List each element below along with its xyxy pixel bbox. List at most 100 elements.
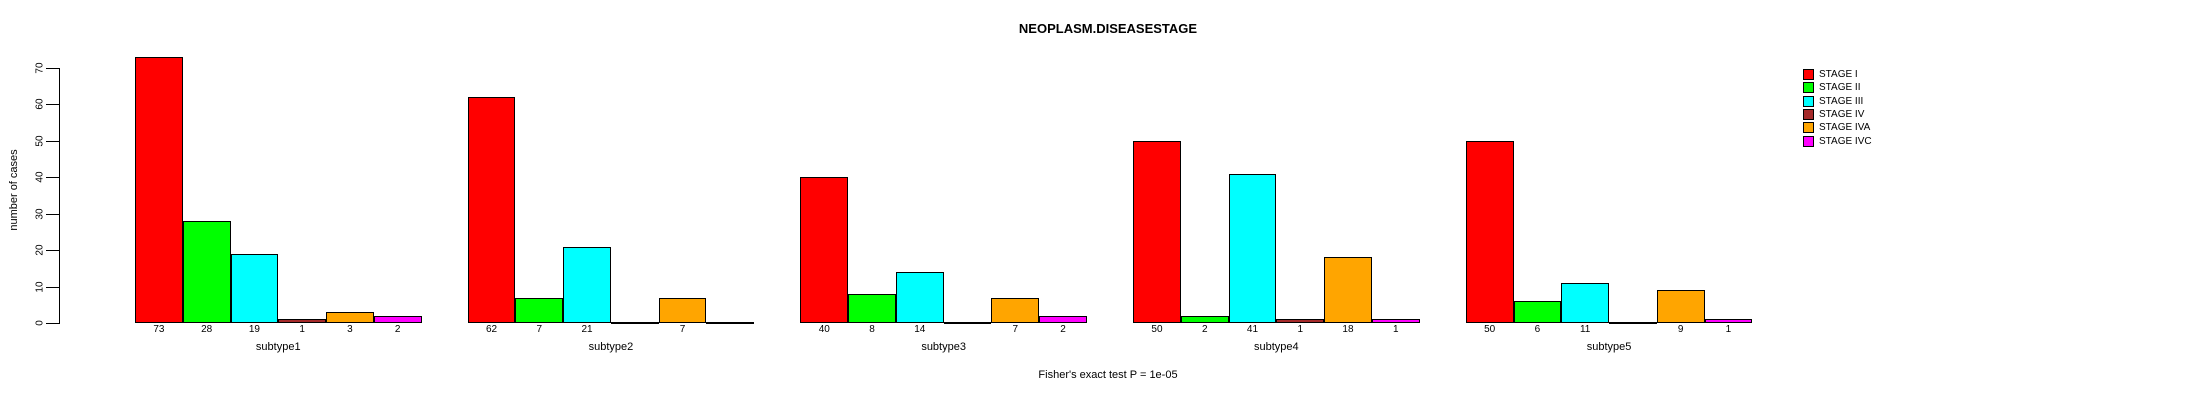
y-tick-label: 20	[34, 244, 46, 256]
bar-subtype2-stage-ivc-zero	[706, 322, 755, 324]
bar-subtype3-stage-iii	[895, 272, 944, 323]
y-tick	[46, 68, 59, 69]
legend-swatch	[1803, 122, 1814, 134]
legend: STAGE I STAGE II STAGE III STAGE IV STAGE IV…	[1803, 68, 1872, 148]
bar-value-label: 2	[1060, 324, 1066, 335]
legend-swatch	[1803, 69, 1814, 81]
bar-subtype1-stage-ivc	[373, 315, 422, 323]
bar-value-label: 41	[1246, 324, 1259, 335]
legend-item: STAGE IVA	[1803, 121, 1872, 134]
bar-value-label: 7	[679, 324, 686, 335]
legend-swatch	[1803, 95, 1814, 107]
bar-value-label: 50	[1484, 324, 1496, 335]
bar-subtype1-stage-i	[135, 57, 183, 323]
bar-subtype1-stage-iv	[278, 319, 326, 323]
bar-subtype5-stage-ii	[1513, 301, 1562, 323]
bar-value-label: 9	[1677, 324, 1684, 335]
bar-subtype2-stage-iv-zero	[610, 322, 659, 324]
bar-value-label: 1	[1725, 324, 1732, 335]
bar-value-label: 8	[869, 324, 875, 335]
y-tick	[46, 286, 59, 288]
y-tick	[46, 213, 59, 215]
legend-label: STAGE IVA	[1819, 122, 1871, 134]
bar-value-label: 1	[1297, 324, 1303, 335]
bar-subtype2-stage-ii	[515, 297, 564, 323]
bar-value-label: 2	[1201, 324, 1208, 335]
bar-subtype4-stage-iv	[1276, 319, 1325, 323]
y-tick-label: 70	[34, 62, 46, 74]
bar-subtype1-stage-iii	[230, 253, 279, 323]
legend-label: STAGE III	[1819, 95, 1864, 107]
y-tick-label: 50	[34, 135, 46, 147]
y-tick	[46, 323, 59, 324]
legend-item: STAGE IV	[1803, 108, 1872, 121]
bar-subtype3-stage-i	[800, 177, 849, 323]
bar-value-label: 2	[394, 324, 401, 335]
bar-subtype4-stage-iii	[1228, 173, 1277, 323]
bar-value-label: 28	[201, 324, 213, 335]
bar-subtype5-stage-i	[1465, 140, 1514, 323]
legend-item: STAGE III	[1803, 95, 1872, 108]
bar-subtype4-stage-ii	[1180, 315, 1229, 323]
legend-swatch	[1803, 135, 1814, 147]
y-tick	[46, 140, 59, 142]
legend-label: STAGE I	[1819, 69, 1858, 81]
y-axis-line	[59, 68, 60, 324]
x-category-label-subtype2: subtype2	[588, 341, 634, 353]
y-tick-label: 30	[34, 208, 46, 220]
x-category-label-subtype3: subtype3	[921, 341, 966, 353]
bar-subtype2-stage-i	[467, 97, 516, 323]
legend-item: STAGE IVC	[1803, 134, 1872, 147]
bar-subtype2-stage-iva	[658, 297, 707, 323]
bar-subtype1-stage-iva	[326, 312, 374, 323]
bar-value-label: 62	[486, 324, 498, 335]
x-category-label-subtype1: subtype1	[255, 341, 301, 353]
legend-item: STAGE II	[1803, 81, 1872, 94]
y-tick	[46, 104, 59, 106]
bar-subtype3-stage-ivc	[1039, 315, 1087, 323]
y-tick	[46, 250, 59, 252]
bar-subtype5-stage-iii	[1561, 282, 1610, 323]
bar-subtype2-stage-iii	[563, 246, 611, 323]
chart-title: NEOPLASM.DISEASESTAGE	[1018, 21, 1198, 36]
bar-value-label: 40	[818, 324, 830, 335]
legend-label: STAGE IVC	[1819, 135, 1872, 147]
stats-caption: Fisher's exact test P = 1e-05	[1038, 369, 1178, 381]
bar-value-label: 73	[153, 324, 165, 335]
bar-value-label: 14	[914, 324, 926, 335]
bar-value-label: 50	[1151, 324, 1163, 335]
bar-value-label: 19	[248, 324, 260, 335]
legend-label: STAGE IV	[1819, 109, 1865, 121]
bar-subtype4-stage-iva	[1324, 257, 1372, 323]
x-category-label-subtype5: subtype5	[1586, 341, 1632, 353]
y-tick	[46, 177, 59, 179]
y-tick-label: 60	[34, 98, 46, 110]
bar-value-label: 3	[347, 324, 353, 335]
bar-subtype5-stage-ivc	[1704, 319, 1753, 323]
bar-value-label: 7	[1012, 324, 1019, 335]
bar-value-label: 11	[1579, 324, 1591, 335]
bar-subtype4-stage-i	[1133, 140, 1181, 323]
x-category-label-subtype4: subtype4	[1254, 341, 1299, 353]
bar-subtype3-stage-iva	[991, 297, 1040, 323]
bar-subtype5-stage-iva	[1656, 290, 1705, 323]
legend-item: STAGE I	[1803, 68, 1872, 81]
legend-swatch	[1803, 82, 1814, 94]
bar-subtype3-stage-iv-zero	[943, 322, 992, 324]
bar-value-label: 7	[536, 324, 543, 335]
bar-value-label: 21	[581, 324, 593, 335]
bar-value-label: 18	[1342, 324, 1354, 335]
legend-label: STAGE II	[1819, 82, 1861, 94]
legend-swatch	[1803, 109, 1814, 121]
bar-subtype4-stage-ivc	[1371, 319, 1420, 323]
bar-value-label: 6	[1534, 324, 1541, 335]
y-tick-label: 10	[34, 281, 46, 293]
bar-subtype3-stage-ii	[848, 293, 896, 323]
y-tick-label: 0	[34, 320, 46, 326]
bar-subtype5-stage-iv-zero	[1609, 322, 1657, 324]
bar-subtype1-stage-ii	[182, 221, 231, 323]
bar-value-label: 1	[299, 324, 305, 335]
bar-value-label: 1	[1392, 324, 1399, 335]
